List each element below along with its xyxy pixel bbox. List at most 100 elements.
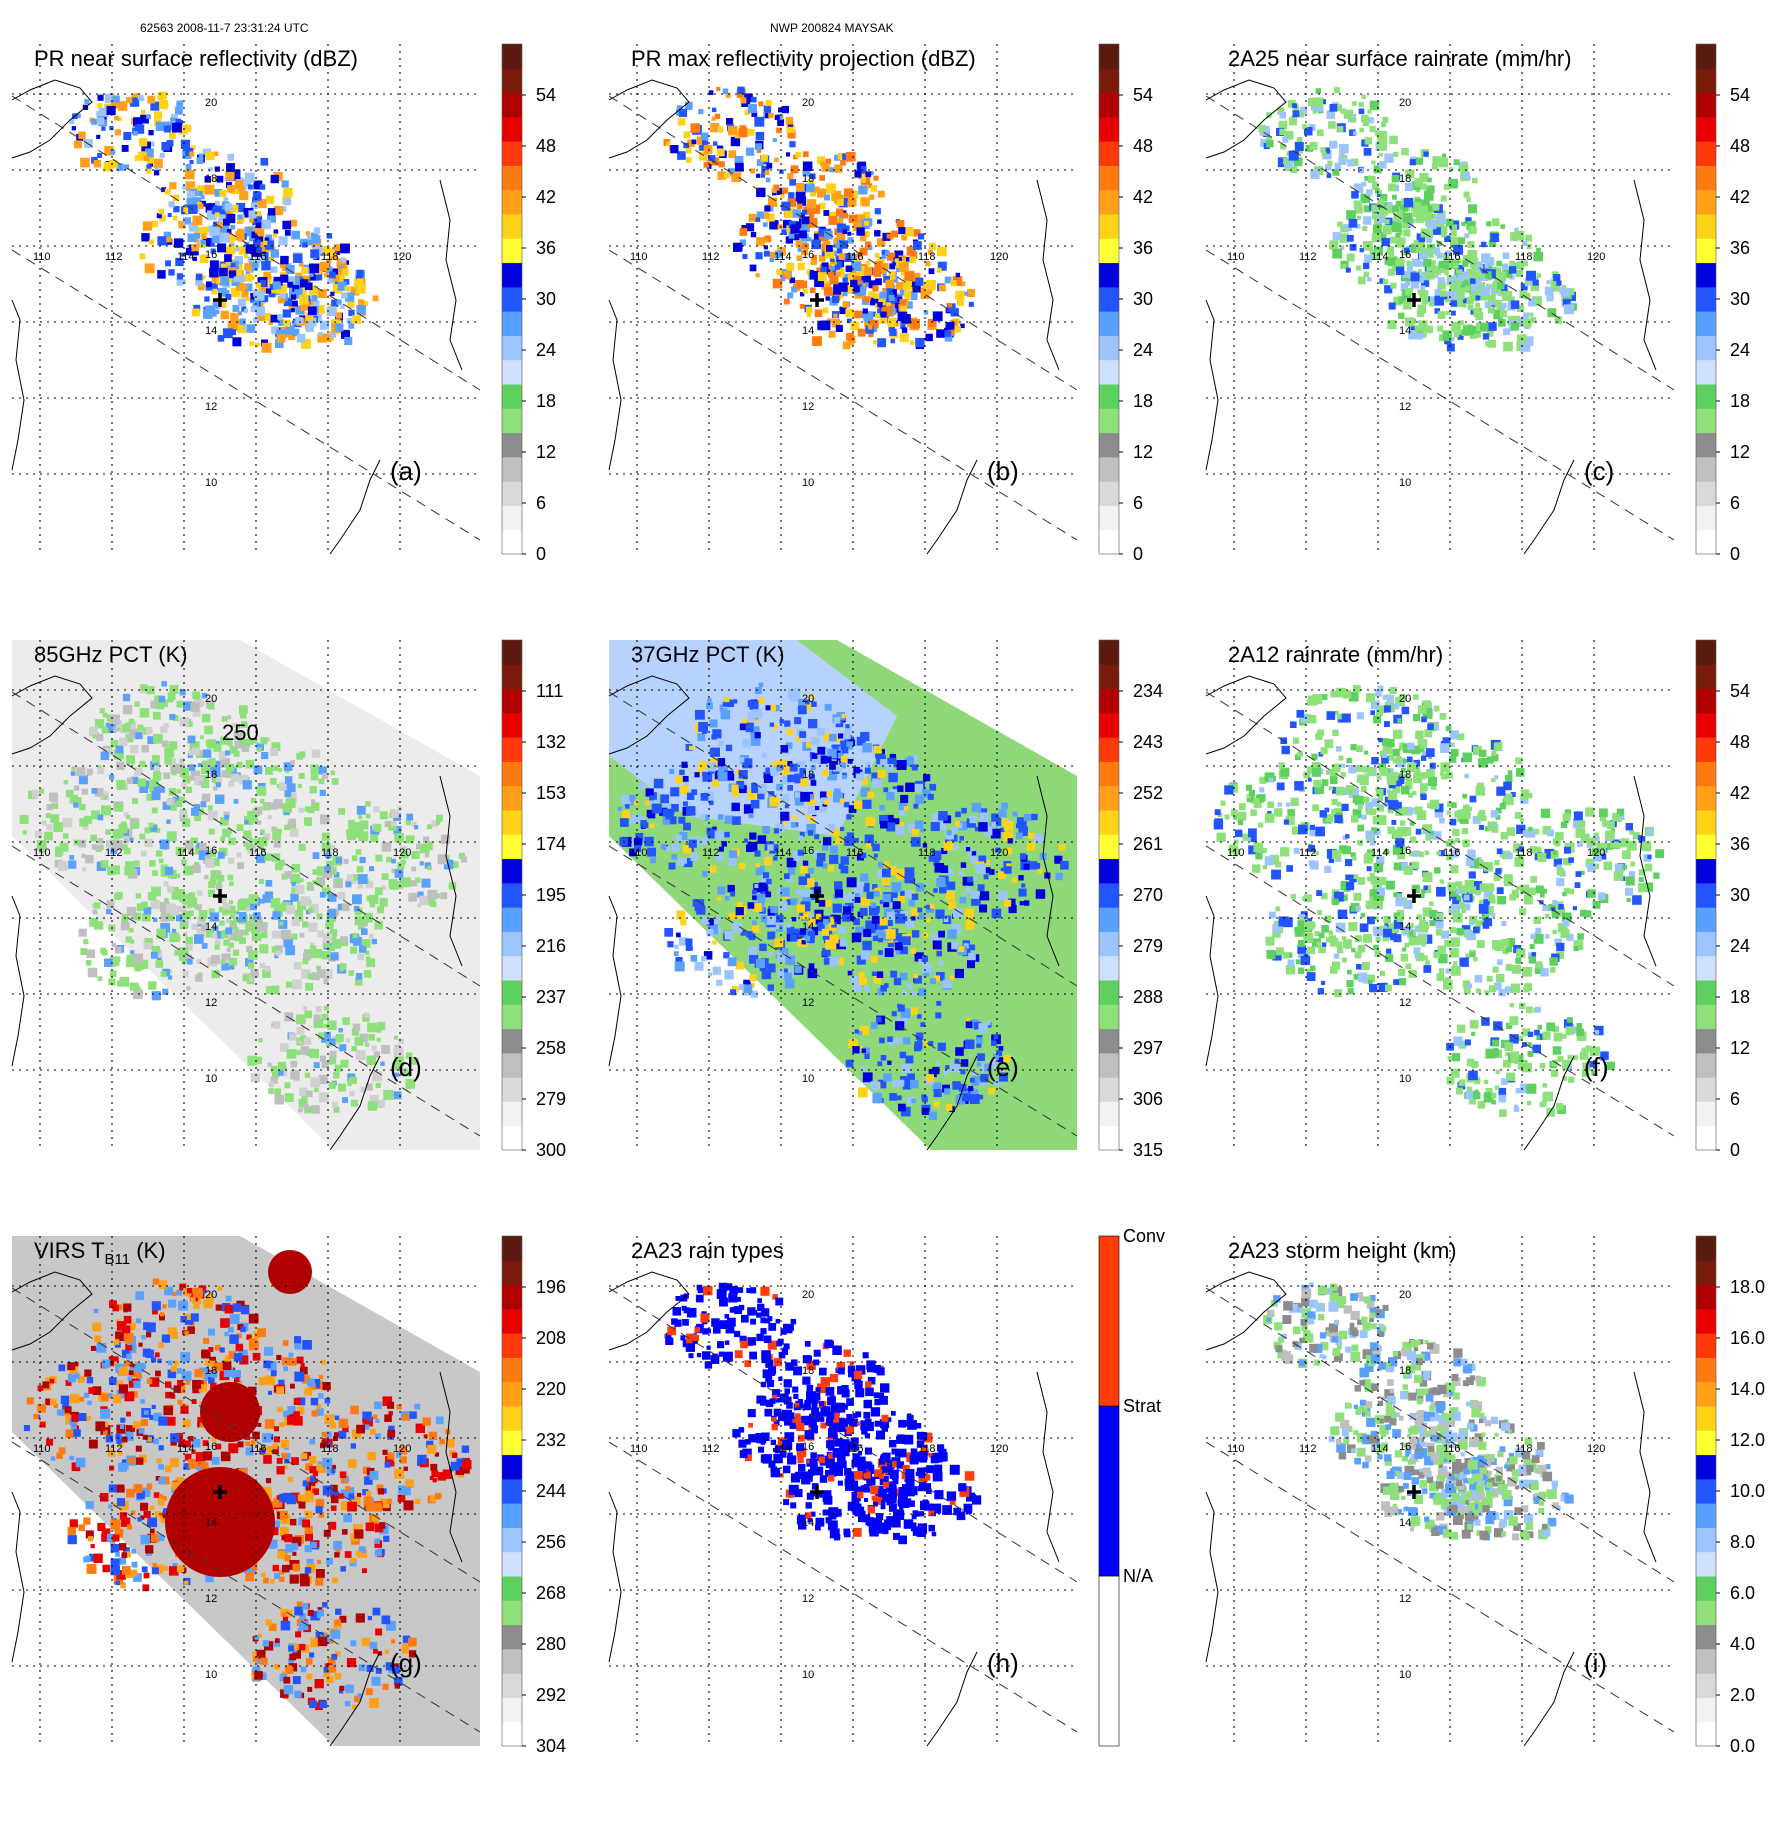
colorbar-tick: 0 (1133, 544, 1143, 564)
colorbar-swatch (1696, 481, 1716, 506)
lat-label: 10 (802, 477, 814, 489)
colorbar-tick: N/A (1123, 1566, 1153, 1586)
colorbar-tick: 48 (1133, 136, 1153, 156)
colorbar-swatch (502, 287, 522, 312)
lon-label: 118 (918, 1443, 936, 1455)
lon-label: 120 (393, 1443, 411, 1455)
colorbar-swatch (1099, 165, 1119, 190)
colorbar-tick: 12.0 (1730, 1430, 1765, 1450)
lat-label: 10 (802, 1669, 814, 1681)
colorbar-swatch (1099, 481, 1119, 506)
panel-title: 2A12 rainrate (mm/hr) (1228, 642, 1443, 667)
colorbar-swatch (502, 761, 522, 786)
colorbar-swatch (502, 1697, 522, 1722)
colorbar-swatch (1696, 287, 1716, 312)
lat-label: 14 (1399, 921, 1411, 933)
lat-label: 20 (802, 693, 814, 705)
lat-label: 10 (205, 477, 217, 489)
lat-label: 20 (1399, 693, 1411, 705)
lon-label: 120 (1587, 1443, 1605, 1455)
colorbar-swatch (1099, 1576, 1119, 1746)
lon-label: 112 (702, 1443, 720, 1455)
colorbar-swatch (1099, 214, 1119, 239)
lon-label: 116 (249, 847, 267, 859)
colorbar-swatch (1696, 1406, 1716, 1431)
colorbar-tick: 10.0 (1730, 1481, 1765, 1501)
lat-label: 16 (802, 845, 814, 857)
colorbar-swatch (502, 384, 522, 409)
colorbar-swatch (502, 1004, 522, 1029)
colorbar-swatch (1099, 141, 1119, 166)
colorbar-tick: 216 (536, 936, 566, 956)
cold-cloud-core (165, 1467, 275, 1577)
colorbar-swatch (502, 1552, 522, 1577)
colorbar-swatch (502, 165, 522, 190)
lon-label: 116 (846, 1443, 864, 1455)
lat-label: 14 (802, 325, 814, 337)
colorbar-swatch (1696, 311, 1716, 336)
lon-label: 114 (1371, 1443, 1389, 1455)
colorbar-tick: 30 (1133, 289, 1153, 309)
colorbar-swatch (1696, 1101, 1716, 1126)
colorbar-tick: 24 (1730, 936, 1750, 956)
lat-label: 14 (802, 921, 814, 933)
colorbar-swatch (502, 360, 522, 385)
colorbar-swatch (1099, 786, 1119, 811)
lat-label: 10 (205, 1073, 217, 1085)
colorbar-tick: 304 (536, 1736, 566, 1756)
colorbar-swatch (1696, 1236, 1716, 1261)
cold-cloud-core (268, 1250, 312, 1294)
colorbar-swatch (502, 1673, 522, 1698)
colorbar-swatch (502, 263, 522, 288)
colorbar-swatch (1696, 190, 1716, 215)
lon-label: 112 (1299, 847, 1317, 859)
colorbar-tick: 174 (536, 834, 566, 854)
colorbar-swatch (502, 1722, 522, 1747)
colorbar-swatch (1099, 408, 1119, 433)
panel-letter: (d) (390, 1052, 422, 1082)
colorbar-swatch (502, 457, 522, 482)
colorbar-swatch (502, 1576, 522, 1601)
colorbar-swatch (1099, 190, 1119, 215)
colorbar-tick: 256 (536, 1532, 566, 1552)
colorbar-swatch (502, 713, 522, 738)
lat-label: 12 (802, 1593, 814, 1605)
colorbar-swatch (502, 1126, 522, 1151)
colorbar-swatch (1099, 311, 1119, 336)
panel-title: PR max reflectivity projection (dBZ) (631, 46, 976, 71)
colorbar-swatch (1696, 834, 1716, 859)
colorbar-tick: 237 (536, 987, 566, 1007)
lat-label: 20 (1399, 1289, 1411, 1301)
colorbar-swatch (502, 1101, 522, 1126)
lat-label: 10 (802, 1073, 814, 1085)
colorbar-tick: 18 (1133, 391, 1153, 411)
colorbar-swatch (502, 505, 522, 530)
lon-label: 118 (321, 1443, 339, 1455)
lon-label: 112 (702, 251, 720, 263)
colorbar-swatch (1099, 238, 1119, 263)
colorbar-swatch (502, 640, 522, 665)
colorbar-swatch (502, 956, 522, 981)
colorbar-tick: 196 (536, 1277, 566, 1297)
colorbar-tick: 6.0 (1730, 1583, 1755, 1603)
lon-label: 120 (990, 847, 1008, 859)
precip-field (1263, 1282, 1574, 1540)
colorbar-tick: 14.0 (1730, 1379, 1765, 1399)
storm-center-marker (810, 293, 824, 307)
colorbar-tick: 12 (536, 442, 556, 462)
colorbar-swatch (1099, 384, 1119, 409)
lat-label: 12 (802, 401, 814, 413)
colorbar-swatch (1099, 640, 1119, 665)
colorbar-swatch (1696, 1527, 1716, 1552)
lat-label: 16 (205, 1441, 217, 1453)
colorbar-swatch (1696, 1004, 1716, 1029)
colorbar-tick: 111 (536, 681, 563, 701)
colorbar-tick: Strat (1123, 1396, 1161, 1416)
colorbar-swatch (502, 1309, 522, 1334)
